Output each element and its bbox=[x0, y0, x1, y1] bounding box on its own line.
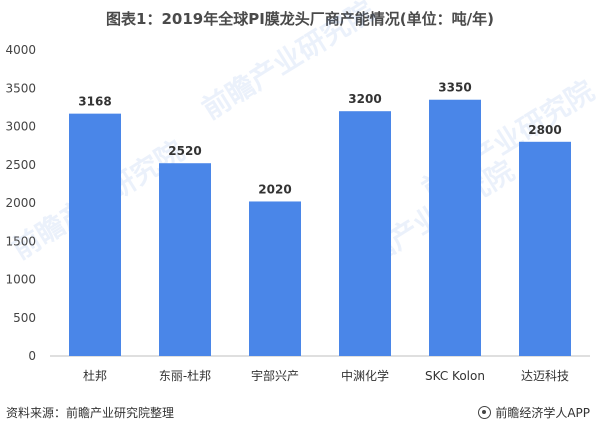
y-tick-label: 1000 bbox=[5, 273, 36, 287]
category-label: 宇部兴产 bbox=[251, 368, 299, 383]
bar-value-label: 3350 bbox=[438, 81, 471, 95]
y-tick-label: 500 bbox=[13, 311, 36, 325]
footer: 资料来源：前瞻产业研究院整理 前瞻经济学人APP bbox=[0, 400, 600, 432]
bar-value-label: 2520 bbox=[168, 144, 201, 158]
y-tick-label: 1500 bbox=[5, 234, 36, 248]
brand-logo-icon bbox=[478, 406, 492, 419]
source-note: 资料来源：前瞻产业研究院整理 bbox=[6, 406, 175, 420]
bar bbox=[519, 141, 571, 356]
bar-value-label: 2020 bbox=[258, 182, 291, 196]
bar bbox=[339, 111, 391, 356]
bars-group bbox=[69, 99, 571, 356]
category-label: 杜邦 bbox=[83, 368, 107, 383]
brand-credit: 前瞻经济学人APP bbox=[478, 404, 590, 421]
bar-chart: 前瞻产业研究院前瞻产业研究院前瞻产业研究院前瞻产业研究院 05001000150… bbox=[5, 0, 599, 383]
y-tick-label: 4000 bbox=[5, 43, 36, 57]
y-tick-label: 0 bbox=[28, 349, 36, 363]
y-tick-label: 3000 bbox=[5, 120, 36, 134]
bar bbox=[249, 201, 301, 356]
y-tick-label: 3500 bbox=[5, 81, 36, 95]
bar bbox=[69, 113, 121, 356]
bar-value-label: 3168 bbox=[78, 95, 111, 109]
category-label: SKC Kolon bbox=[425, 369, 485, 383]
value-labels: 3168 2520 2020 3200 3350 2800 bbox=[78, 81, 561, 197]
bar bbox=[429, 99, 481, 356]
bar-value-label: 3200 bbox=[348, 92, 381, 106]
bar bbox=[159, 163, 211, 356]
y-tick-label: 2500 bbox=[5, 158, 36, 172]
category-label: 中渊化学 bbox=[341, 368, 389, 383]
category-label: 达迈科技 bbox=[521, 369, 569, 383]
category-labels: 杜邦 东丽-杜邦 宇部兴产 中渊化学 SKC Kolon 达迈科技 bbox=[83, 368, 569, 383]
watermark-text: 前瞻产业研究院 bbox=[196, 0, 380, 126]
chart-title: 图表1：2019年全球PI膜龙头厂商产能情况(单位：吨/年) bbox=[106, 10, 494, 28]
y-tick-label: 2000 bbox=[5, 196, 36, 210]
bar-value-label: 2800 bbox=[528, 123, 561, 137]
brand-label: 前瞻经济学人APP bbox=[495, 406, 590, 420]
y-axis-ticks: 0 500 1000 1500 2000 2500 3000 3500 4000 bbox=[5, 43, 36, 363]
category-label: 东丽-杜邦 bbox=[159, 368, 211, 383]
